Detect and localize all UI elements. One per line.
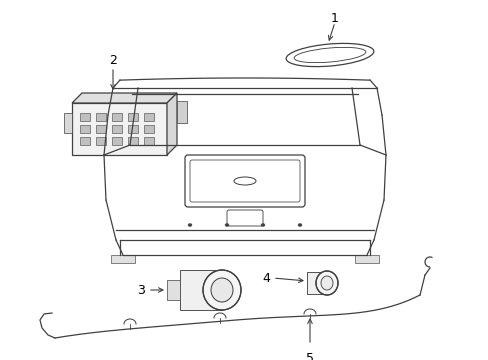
Bar [177, 101, 186, 123]
Bar [112, 125, 122, 133]
Bar [143, 125, 154, 133]
Bar [180, 270, 222, 310]
Polygon shape [167, 93, 177, 155]
Text: 5: 5 [305, 352, 313, 360]
Text: 3: 3 [137, 284, 145, 297]
Ellipse shape [315, 271, 337, 295]
Ellipse shape [261, 224, 264, 226]
Bar [96, 125, 106, 133]
Ellipse shape [224, 224, 228, 226]
Ellipse shape [320, 276, 332, 290]
Bar [64, 113, 72, 133]
Bar [128, 137, 138, 145]
Bar [128, 125, 138, 133]
Text: 1: 1 [330, 12, 338, 24]
Bar [96, 137, 106, 145]
Bar [143, 113, 154, 121]
Ellipse shape [210, 278, 232, 302]
Bar [354, 255, 378, 263]
Bar [167, 280, 180, 300]
Bar [112, 137, 122, 145]
Polygon shape [72, 93, 177, 103]
Bar [306, 272, 326, 294]
Bar [96, 113, 106, 121]
Ellipse shape [203, 270, 241, 310]
Bar [80, 113, 90, 121]
Bar [80, 125, 90, 133]
Ellipse shape [187, 224, 192, 226]
Bar [111, 255, 135, 263]
Text: 4: 4 [262, 271, 269, 284]
Bar [143, 137, 154, 145]
Bar [80, 137, 90, 145]
Bar [112, 113, 122, 121]
Ellipse shape [297, 224, 302, 226]
Text: 2: 2 [109, 54, 117, 67]
Bar [128, 113, 138, 121]
Bar [72, 103, 167, 155]
